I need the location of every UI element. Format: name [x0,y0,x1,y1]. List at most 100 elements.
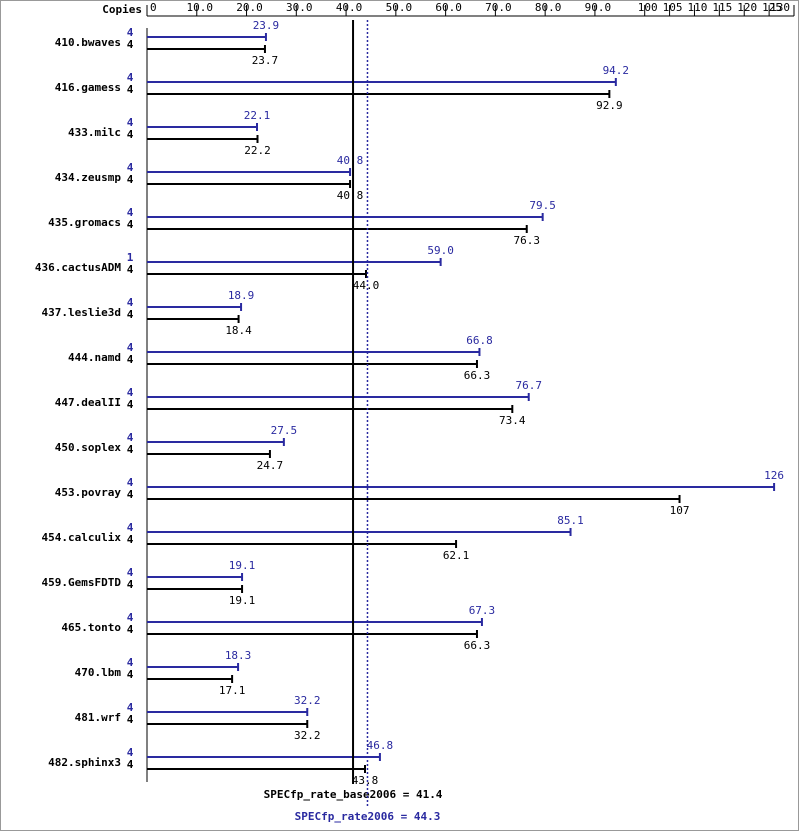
copies-label: 4 [127,488,134,501]
copies-label: 4 [127,476,134,489]
x-tick-label: 80.0 [535,1,562,14]
x-tick-label: 10.0 [187,1,214,14]
bar [147,261,441,263]
bar [147,171,351,173]
x-tick-label: 70.0 [485,1,512,14]
copies-label: 4 [127,656,134,669]
bar [147,126,257,128]
bar [147,36,266,38]
x-tick-label: 115 [712,1,732,14]
x-tick-label: 90.0 [585,1,612,14]
value-label: 32.2 [294,694,321,707]
copies-label: 4 [127,431,134,444]
category-label: 470.lbm [75,666,122,679]
x-tick-label: 120 [737,1,757,14]
bar [147,216,543,218]
copies-label: 1 [127,251,134,264]
x-tick-label: 125 [762,1,782,14]
category-label: 433.milc [68,126,121,139]
bar [147,621,482,623]
bar [147,486,775,488]
value-label: 18.9 [228,289,255,302]
bar [147,363,477,365]
category-label: 444.namd [68,351,121,364]
copies-label: 4 [127,26,134,39]
value-label: 73.4 [499,414,526,427]
bar [147,441,284,443]
category-label: 459.GemsFDTD [42,576,122,589]
category-label: 416.gamess [55,81,121,94]
copies-label: 4 [127,566,134,579]
category-label: 447.dealII [55,396,121,409]
x-tick-label: 0 [150,1,157,14]
x-tick-label: 60.0 [435,1,462,14]
copies-label: 4 [127,521,134,534]
value-label: 32.2 [294,729,321,742]
copies-label: 4 [127,128,134,141]
copies-label: 4 [127,398,134,411]
value-label: 66.8 [466,334,493,347]
category-label: 434.zeusmp [55,171,122,184]
category-label: 410.bwaves [55,36,121,49]
bar [147,138,258,140]
value-label: 66.3 [464,369,491,382]
category-label: 436.cactusADM [35,261,121,274]
bar [147,543,457,545]
value-label: 92.9 [596,99,623,112]
value-label: 22.2 [244,144,271,157]
bar [147,768,365,770]
bar [147,723,308,725]
value-label: 17.1 [219,684,246,697]
category-label: 481.wrf [75,711,121,724]
copies-label: 4 [127,533,134,546]
bar [147,48,265,50]
category-label: 453.povray [55,486,122,499]
value-label: 67.3 [469,604,496,617]
value-label: 94.2 [603,64,630,77]
bar [147,273,366,275]
x-tick-label: 50.0 [386,1,413,14]
bar [147,318,239,320]
copies-label: 4 [127,116,134,129]
bar [147,531,571,533]
bar [147,756,380,758]
x-tick-label: 20.0 [236,1,263,14]
category-label: 437.leslie3d [42,306,121,319]
copies-label: 4 [127,746,134,759]
copies-label: 4 [127,83,134,96]
bar [147,306,242,308]
x-tick-label: 100 [638,1,658,14]
bar [147,498,680,500]
value-label: 44.0 [353,279,380,292]
value-label: 46.8 [367,739,394,752]
value-label: 22.1 [244,109,271,122]
value-label: 19.1 [229,594,256,607]
value-label: 24.7 [257,459,284,472]
value-label: 85.1 [557,514,584,527]
copies-label: 4 [127,71,134,84]
value-label: 40.8 [337,154,364,167]
value-label: 66.3 [464,639,491,652]
category-label: 465.tonto [61,621,121,634]
bar [147,588,243,590]
x-tick-label: 110 [688,1,708,14]
copies-label: 4 [127,623,134,636]
copies-label: 4 [127,386,134,399]
bar [147,351,480,353]
value-label: 107 [670,504,690,517]
category-label: 482.sphinx3 [48,756,121,769]
copies-label: 4 [127,296,134,309]
x-tick-label: 105 [663,1,683,14]
value-label: 23.9 [253,19,280,32]
value-label: 76.7 [515,379,542,392]
axis-label: Copies [102,3,142,16]
x-tick-label: 30.0 [286,1,313,14]
copies-label: 4 [127,206,134,219]
category-label: 435.gromacs [48,216,121,229]
bar [147,228,527,230]
value-label: 23.7 [252,54,279,67]
category-label: 450.soplex [55,441,122,454]
copies-label: 4 [127,668,134,681]
